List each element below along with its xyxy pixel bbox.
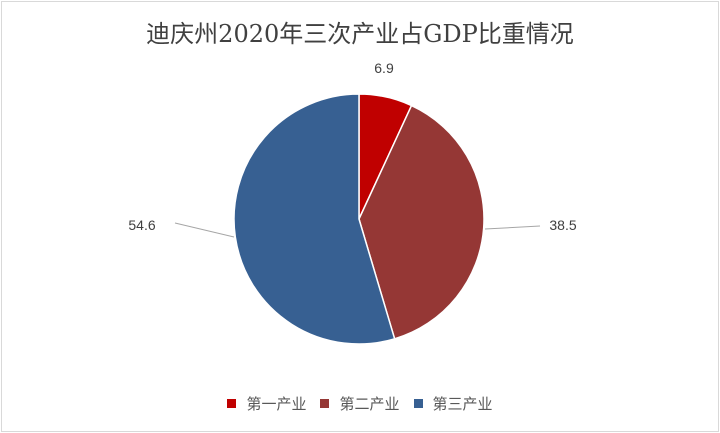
leader-line (484, 225, 541, 230)
legend-swatch (413, 399, 423, 408)
chart-title: 迪庆州2020年三次产业占GDP比重情况 (146, 20, 574, 48)
legend-label: 第一产业 (246, 395, 307, 413)
data-label: 54.6 (128, 217, 155, 233)
data-label: 6.9 (374, 60, 394, 76)
legend-item: 第三产业 (413, 393, 493, 414)
legend-label: 第二产业 (339, 395, 400, 413)
legend-swatch (227, 399, 237, 408)
legend-item: 第一产业 (227, 393, 306, 414)
legend-item: 第二产业 (320, 393, 400, 414)
pie-slice-3 (233, 93, 396, 345)
pie-slice-2 (358, 104, 485, 340)
legend-swatch (320, 399, 330, 408)
leader-line (174, 222, 235, 238)
data-label: 38.5 (549, 217, 576, 233)
legend-label: 第三产业 (432, 395, 493, 413)
legend: 第一产业 第二产业 第三产业 (0, 393, 720, 414)
